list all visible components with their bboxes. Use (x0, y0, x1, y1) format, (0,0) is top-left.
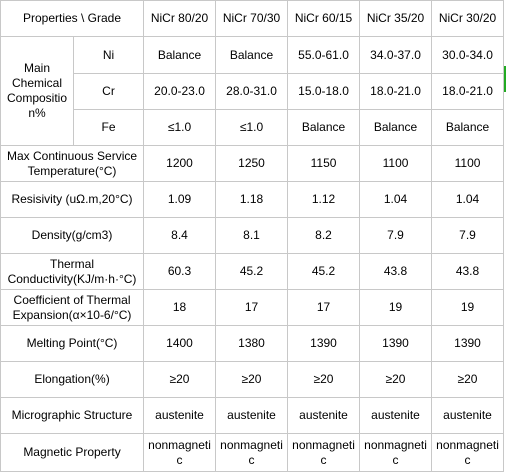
value-cell: ≥20 (143, 361, 217, 398)
value-cell: nonmagnetic (215, 433, 289, 472)
value-cell: 43.8 (431, 253, 505, 290)
property-label: Max Continuous Service Temperature(°C) (0, 145, 145, 182)
grade-header: NiCr 70/30 (215, 0, 289, 37)
composition-row-ni: Main Chemical Composition% Ni Balance Ba… (0, 36, 505, 146)
grade-header: NiCr 60/15 (287, 0, 361, 37)
header-row: Properties \ Grade NiCr 80/20 NiCr 70/30… (0, 0, 505, 37)
value-cell: nonmagnetic (359, 433, 433, 472)
value-cell: 15.0-18.0 (287, 73, 361, 110)
property-label: Melting Point(°C) (0, 325, 145, 362)
value-cell: 1100 (359, 145, 433, 182)
value-cell: Balance (215, 36, 289, 74)
value-cell: 1.04 (359, 181, 433, 218)
value-cell: ≥20 (431, 361, 505, 398)
value-cell: 1.18 (215, 181, 289, 218)
value-cell: 7.9 (431, 217, 505, 254)
value-cell: Balance (287, 109, 361, 146)
value-cell: 34.0-37.0 (359, 36, 433, 74)
value-cell: austenite (143, 397, 217, 434)
value-cell: austenite (287, 397, 361, 434)
value-cell: 8.2 (287, 217, 361, 254)
value-cell: 1100 (431, 145, 505, 182)
value-cell: 1.12 (287, 181, 361, 218)
property-row-micrographic-structure: Micrographic Structure austenite austeni… (0, 397, 505, 434)
value-cell: 18.0-21.0 (431, 73, 505, 110)
property-row-max-temperature: Max Continuous Service Temperature(°C) 1… (0, 145, 505, 182)
value-cell: Balance (359, 109, 433, 146)
composition-row-cr: Cr 20.0-23.0 28.0-31.0 15.0-18.0 18.0-21… (1, 73, 505, 110)
value-cell: 30.0-34.0 (431, 36, 505, 74)
property-label: Density(g/cm3) (0, 217, 145, 254)
value-cell: ≥20 (215, 361, 289, 398)
property-row-thermal-conductivity: Thermal Conductivity(KJ/m·h·°C) 60.3 45.… (0, 253, 505, 290)
value-cell: 18.0-21.0 (359, 73, 433, 110)
value-cell: nonmagnetic (143, 433, 217, 472)
grade-header: NiCr 80/20 (143, 0, 217, 37)
value-cell: 1400 (143, 325, 217, 362)
grade-header: NiCr 30/20 (431, 0, 505, 37)
element-cell: Fe (72, 109, 145, 146)
value-cell: 19 (359, 289, 433, 326)
value-cell: 8.4 (143, 217, 217, 254)
value-cell: ≤1.0 (215, 109, 289, 146)
property-label: Thermal Conductivity(KJ/m·h·°C) (0, 253, 145, 290)
property-label: Micrographic Structure (0, 397, 145, 434)
grade-header: NiCr 35/20 (359, 0, 433, 37)
property-label: Resisivity (uΩ.m,20°C) (0, 181, 145, 218)
composition-row-fe: Fe ≤1.0 ≤1.0 Balance Balance Balance (1, 109, 505, 146)
property-row-thermal-expansion: Coefficient of Thermal Expansion(α×10-6/… (0, 289, 505, 326)
value-cell: 60.3 (143, 253, 217, 290)
header-corner-cell: Properties \ Grade (0, 0, 145, 37)
value-cell: 19 (431, 289, 505, 326)
value-cell: 1390 (359, 325, 433, 362)
value-cell: 1390 (431, 325, 505, 362)
property-label: Magnetic Property (0, 433, 145, 472)
value-cell: 55.0-61.0 (287, 36, 361, 74)
value-cell: 28.0-31.0 (215, 73, 289, 110)
value-cell: ≤1.0 (143, 109, 217, 146)
value-cell: nonmagnetic (287, 433, 361, 472)
property-row-resistivity: Resisivity (uΩ.m,20°C) 1.09 1.18 1.12 1.… (0, 181, 505, 218)
value-cell: 8.1 (215, 217, 289, 254)
value-cell: austenite (431, 397, 505, 434)
value-cell: austenite (215, 397, 289, 434)
property-label: Elongation(%) (0, 361, 145, 398)
edge-marker (504, 66, 506, 92)
value-cell: ≥20 (287, 361, 361, 398)
value-cell: 17 (215, 289, 289, 326)
element-cell: Ni (72, 36, 145, 74)
composition-label-cell: Main Chemical Composition% (0, 36, 74, 146)
value-cell: 1250 (215, 145, 289, 182)
value-cell: ≥20 (359, 361, 433, 398)
value-cell: 1380 (215, 325, 289, 362)
property-row-melting-point: Melting Point(°C) 1400 1380 1390 1390 13… (0, 325, 505, 362)
value-cell: 18 (143, 289, 217, 326)
value-cell: 1390 (287, 325, 361, 362)
value-cell: 7.9 (359, 217, 433, 254)
property-label: Coefficient of Thermal Expansion(α×10-6/… (0, 289, 145, 326)
value-cell: 45.2 (215, 253, 289, 290)
property-row-density: Density(g/cm3) 8.4 8.1 8.2 7.9 7.9 (0, 217, 505, 254)
value-cell: 20.0-23.0 (143, 73, 217, 110)
value-cell: 1150 (287, 145, 361, 182)
value-cell: austenite (359, 397, 433, 434)
value-cell: 17 (287, 289, 361, 326)
value-cell: 45.2 (287, 253, 361, 290)
value-cell: 1.09 (143, 181, 217, 218)
property-row-magnetic-property: Magnetic Property nonmagnetic nonmagneti… (0, 433, 505, 472)
value-cell: nonmagnetic (431, 433, 505, 472)
value-cell: 1.04 (431, 181, 505, 218)
value-cell: 43.8 (359, 253, 433, 290)
value-cell: Balance (143, 36, 217, 74)
value-cell: 1200 (143, 145, 217, 182)
property-row-elongation: Elongation(%) ≥20 ≥20 ≥20 ≥20 ≥20 (0, 361, 505, 398)
value-cell: Balance (431, 109, 505, 146)
element-cell: Cr (72, 73, 145, 110)
